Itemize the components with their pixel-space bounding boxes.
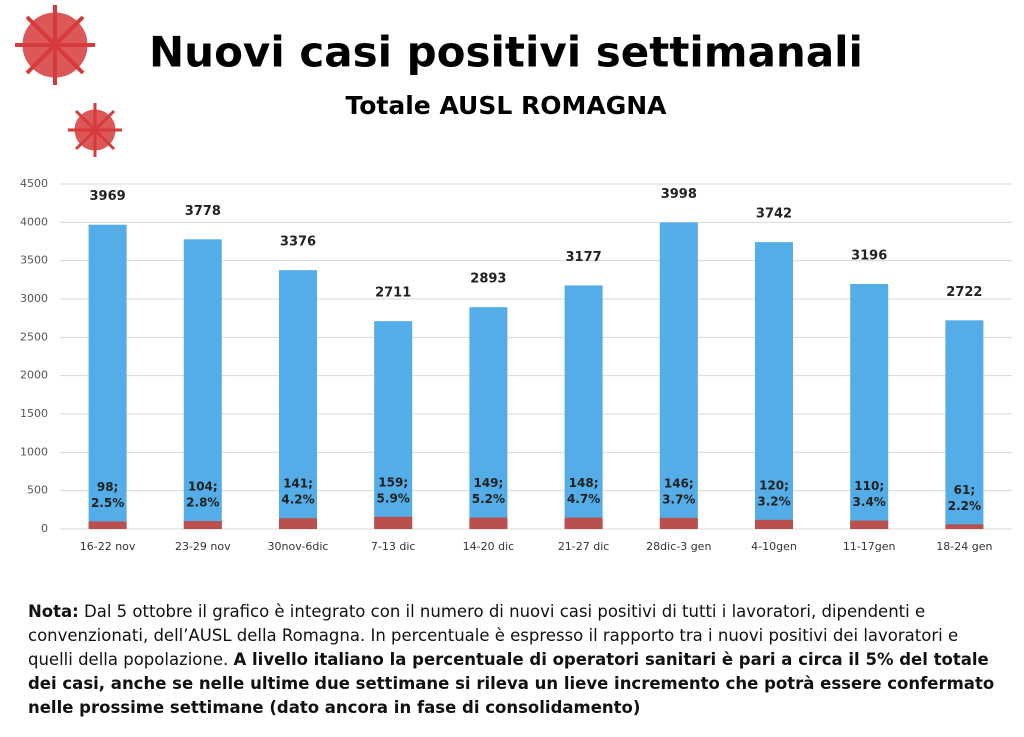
- x-tick-label: 28dic-3 gen: [646, 540, 711, 553]
- y-tick-label: 4500: [20, 177, 48, 190]
- virus-icon: [15, 5, 122, 157]
- bar: [279, 518, 317, 529]
- chart-subtitle: Totale AUSL ROMAGNA: [346, 91, 668, 120]
- bar: [88, 521, 127, 529]
- bar: [850, 520, 889, 529]
- total-label: 3778: [185, 204, 221, 219]
- share-label: 3.4%: [853, 495, 886, 509]
- x-tick-label: 23-29 nov: [175, 540, 231, 553]
- bar: [659, 517, 698, 529]
- chart-title: Nuovi casi positivi settimanali: [149, 28, 863, 77]
- x-tick-label: 14-20 dic: [463, 540, 515, 553]
- y-tick-label: 1500: [20, 407, 48, 420]
- x-tick-label: 16-22 nov: [80, 540, 136, 553]
- bar: [564, 517, 603, 529]
- note-label: Nota:: [28, 602, 79, 621]
- x-tick-label: 18-24 gen: [936, 540, 992, 553]
- total-label: 3742: [756, 207, 792, 222]
- worker-label: 146;: [664, 476, 694, 490]
- share-label: 2.8%: [186, 496, 219, 510]
- share-label: 2.2%: [948, 499, 981, 513]
- total-label: 2711: [375, 286, 411, 301]
- y-tick-label: 500: [27, 484, 48, 497]
- share-label: 3.7%: [662, 492, 695, 506]
- y-tick-label: 2500: [20, 330, 48, 343]
- x-tick-label: 7-13 dic: [371, 540, 416, 553]
- total-label: 3196: [851, 248, 887, 263]
- total-label: 3376: [280, 235, 316, 250]
- share-label: 5.9%: [377, 491, 410, 505]
- bar: [755, 242, 793, 529]
- share-label: 3.2%: [757, 494, 790, 508]
- worker-label: 159;: [378, 475, 408, 489]
- bar: [88, 224, 127, 529]
- worker-label: 141;: [283, 477, 313, 491]
- y-tick-label: 1000: [20, 445, 48, 458]
- worker-label: 104;: [188, 480, 218, 494]
- x-tick-label: 4-10gen: [751, 540, 797, 553]
- x-tick-label: 21-27 dic: [558, 540, 610, 553]
- bar: [469, 307, 508, 529]
- bar: [374, 321, 413, 529]
- worker-label: 110;: [854, 479, 884, 493]
- bar: [945, 524, 984, 529]
- worker-label: 148;: [569, 476, 599, 490]
- bar: [945, 320, 984, 529]
- bar: [279, 270, 317, 529]
- share-label: 5.2%: [472, 492, 505, 506]
- bar: [659, 222, 698, 529]
- bar: [755, 519, 793, 529]
- worker-label: 61;: [954, 483, 976, 497]
- bar: [564, 285, 603, 529]
- total-label: 3998: [661, 187, 697, 202]
- total-label: 3969: [90, 189, 126, 204]
- note-text: Dal 5 ottobre il grafico è integrato con…: [28, 602, 959, 669]
- y-tick-label: 0: [41, 522, 48, 535]
- share-label: 4.7%: [567, 492, 600, 506]
- share-label: 4.2%: [281, 493, 314, 507]
- x-tick-label: 11-17gen: [843, 540, 896, 553]
- note-emphasis: A livello italiano la percentuale di ope…: [28, 650, 995, 717]
- total-label: 3177: [566, 250, 602, 265]
- worker-label: 149;: [473, 476, 503, 490]
- total-label: 2893: [470, 272, 506, 287]
- x-tick-label: 30nov-6dic: [268, 540, 329, 553]
- bar: [469, 517, 508, 529]
- bar: [183, 521, 222, 529]
- bar: [374, 516, 413, 529]
- bar: [850, 283, 889, 529]
- y-tick-label: 3000: [20, 292, 48, 305]
- y-tick-label: 4000: [20, 215, 48, 228]
- chart: Nuovi casi positivi settimanali Totale A…: [15, 5, 1012, 553]
- share-label: 2.5%: [91, 496, 124, 510]
- y-tick-label: 2000: [20, 369, 48, 382]
- worker-label: 120;: [759, 478, 789, 492]
- bar: [183, 239, 222, 529]
- total-label: 2722: [946, 285, 982, 300]
- worker-label: 98;: [97, 480, 119, 494]
- y-tick-label: 3500: [20, 254, 48, 267]
- note: Nota: Dal 5 ottobre il grafico è integra…: [28, 600, 1003, 720]
